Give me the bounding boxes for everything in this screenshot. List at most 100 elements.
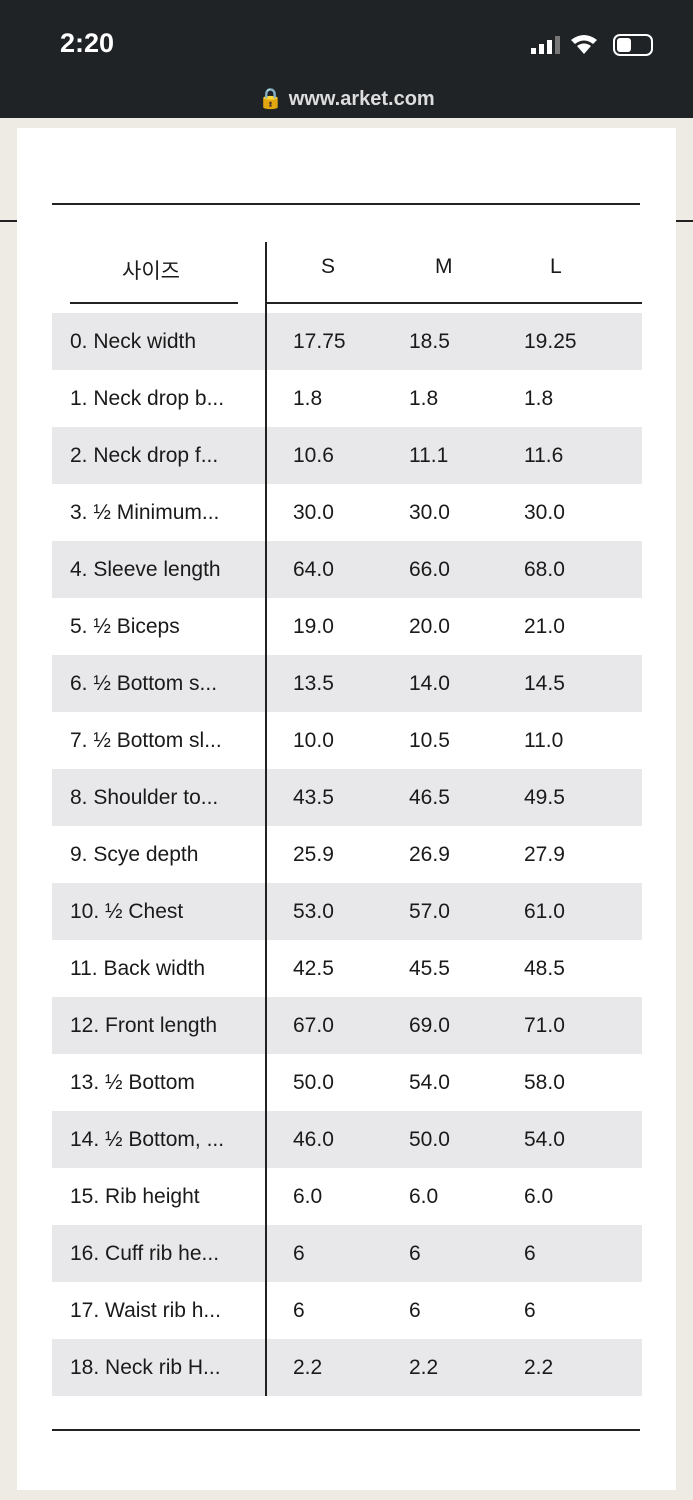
cell-value: 69.0: [409, 1014, 450, 1037]
cell-value: 20.0: [409, 615, 450, 638]
table-row: 8. Shoulder to... 43.5 46.5 49.5: [52, 769, 642, 826]
cell-value: 71.0: [524, 1014, 565, 1037]
cell-value: 54.0: [409, 1071, 450, 1094]
cell-value: 6.0: [293, 1185, 323, 1208]
cell-value: 53.0: [293, 900, 334, 923]
cell-value: 18.5: [409, 330, 450, 353]
cell-value: 27.9: [524, 843, 565, 866]
cell-value: 50.0: [409, 1128, 450, 1151]
header-underline: [70, 302, 238, 304]
cell-value: 6.0: [409, 1185, 439, 1208]
cell-value: 1.8: [524, 387, 554, 410]
card: 사이즈 S M L 0. Neck width 17.75 18.5 19.25 1. Neck…: [17, 128, 676, 1490]
cell-value: 50.0: [293, 1071, 334, 1094]
divider: [676, 220, 693, 222]
cell-value: 66.0: [409, 558, 450, 581]
table-row: 2. Neck drop f... 10.6 11.1 11.6: [52, 427, 642, 484]
row-label: 16. Cuff rib he...: [70, 1242, 220, 1265]
table-row: 17. Waist rib h... 6 6 6: [52, 1282, 642, 1339]
cell-value: 46.5: [409, 786, 450, 809]
table-row: 1. Neck drop b... 1.8 1.8 1.8: [52, 370, 642, 427]
row-label: 14. ½ Bottom, ...: [70, 1128, 225, 1151]
row-label: 2. Neck drop f...: [70, 444, 219, 467]
divider: [0, 220, 17, 222]
column-header: S: [321, 255, 336, 278]
cell-value: 6: [293, 1242, 305, 1265]
row-label: 9. Scye depth: [70, 843, 199, 866]
row-label: 5. ½ Biceps: [70, 615, 180, 638]
table-row: 3. ½ Minimum... 30.0 30.0 30.0: [52, 484, 642, 541]
row-label: 4. Sleeve length: [70, 558, 221, 581]
rule: [52, 1429, 640, 1431]
row-label: 3. ½ Minimum...: [70, 501, 220, 524]
row-label: 6. ½ Bottom s...: [70, 672, 218, 695]
cell-value: 6.0: [524, 1185, 554, 1208]
cell-value: 10.0: [293, 729, 334, 752]
table-row: 10. ½ Chest 53.0 57.0 61.0: [52, 883, 642, 940]
cell-value: 14.5: [524, 672, 565, 695]
row-label: 8. Shoulder to...: [70, 786, 219, 809]
status-icons: [531, 34, 653, 56]
cell-value: 2.2: [409, 1356, 439, 1379]
column-header: M: [435, 255, 453, 278]
cell-value: 42.5: [293, 957, 334, 980]
cell-value: 45.5: [409, 957, 450, 980]
table-row: 5. ½ Biceps 19.0 20.0 21.0: [52, 598, 642, 655]
cell-value: 67.0: [293, 1014, 334, 1037]
row-label: 15. Rib height: [70, 1185, 200, 1208]
url-text: www.arket.com: [288, 88, 435, 110]
cell-value: 64.0: [293, 558, 334, 581]
row-label: 13. ½ Bottom: [70, 1071, 195, 1094]
cell-value: 11.1: [409, 444, 449, 467]
table-row: 12. Front length 67.0 69.0 71.0: [52, 997, 642, 1054]
time: 2:20: [60, 28, 115, 58]
cell-value: 6: [524, 1299, 536, 1322]
cell-value: 6: [409, 1242, 421, 1265]
row-label: 1. Neck drop b...: [70, 387, 225, 410]
row-label: 17. Waist rib h...: [70, 1299, 221, 1322]
row-label: 0. Neck width: [70, 330, 197, 353]
table-row: 9. Scye depth 25.9 26.9 27.9: [52, 826, 642, 883]
cell-value: 30.0: [524, 501, 565, 524]
cell-value: 13.5: [293, 672, 334, 695]
cell-value: 19.25: [524, 330, 577, 353]
cell-value: 11.6: [524, 444, 564, 467]
table-row: 16. Cuff rib he... 6 6 6: [52, 1225, 642, 1282]
row-label: 11. Back width: [70, 957, 206, 980]
table-row: 0. Neck width 17.75 18.5 19.25: [52, 313, 642, 370]
header-underline: [266, 302, 642, 304]
column-header: L: [550, 255, 562, 278]
cell-value: 1.8: [293, 387, 323, 410]
table-row: 18. Neck rib H... 2.2 2.2 2.2: [52, 1339, 642, 1396]
cell-value: 54.0: [524, 1128, 565, 1151]
cell-value: 61.0: [524, 900, 565, 923]
cell-value: 6: [524, 1242, 536, 1265]
row-label: 7. ½ Bottom sl...: [70, 729, 222, 752]
cell-value: 46.0: [293, 1128, 334, 1151]
cell-value: 21.0: [524, 615, 565, 638]
status-bar: 2:20 🔒 www.arket.com: [0, 0, 693, 118]
cell-value: 6: [409, 1299, 421, 1322]
table-row: 7. ½ Bottom sl... 10.0 10.5 11.0: [52, 712, 642, 769]
cell-value: 10.5: [409, 729, 450, 752]
cell-value: 58.0: [524, 1071, 565, 1094]
column-header: 사이즈: [122, 260, 180, 283]
cell-value: 49.5: [524, 786, 565, 809]
row-label: 12. Front length: [70, 1014, 218, 1037]
cell-value: 2.2: [524, 1356, 554, 1379]
cell-value: 17.75: [293, 330, 346, 353]
cell-value: 1.8: [409, 387, 439, 410]
cell-value: 43.5: [293, 786, 334, 809]
rule: [52, 203, 640, 205]
table-row: 13. ½ Bottom 50.0 54.0 58.0: [52, 1054, 642, 1111]
cell-value: 48.5: [524, 957, 565, 980]
url[interactable]: 🔒 www.arket.com: [258, 88, 435, 110]
cell-value: 11.0: [524, 729, 564, 752]
cell-value: 68.0: [524, 558, 565, 581]
cell-value: 2.2: [293, 1356, 323, 1379]
cell-value: 14.0: [409, 672, 450, 695]
cell-value: 19.0: [293, 615, 334, 638]
cell-value: 26.9: [409, 843, 450, 866]
cell-value: 10.6: [293, 444, 334, 467]
